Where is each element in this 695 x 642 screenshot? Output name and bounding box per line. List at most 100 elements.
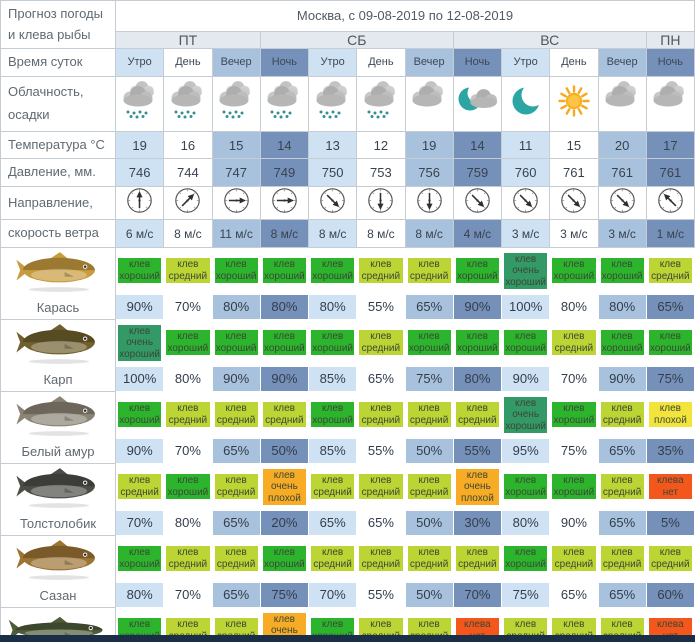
bite-percent-cell: 65%: [549, 581, 599, 608]
bite-quality-cell: клев средний: [597, 534, 647, 583]
bite-percent-cell: 90%: [500, 365, 551, 392]
bite-percent-cell: 30%: [452, 509, 503, 536]
time-of-day-cell: Утро: [307, 47, 358, 77]
bite-percent-cell: 50%: [259, 437, 310, 464]
wind-direction-cell: [307, 186, 358, 221]
fish-percent-row-3: 70% 80% 65% 20% 65% 65% 50% 30% 80% 90% 65% 5%: [1, 509, 695, 536]
time-of-day-cell: Ночь: [259, 47, 310, 77]
bite-percent-cell: 50%: [404, 581, 454, 608]
cloud-icon: [648, 81, 692, 126]
wind-direction-cell: [549, 186, 599, 221]
fish-image-4: [5, 538, 111, 587]
bite-percent-cell: 100%: [500, 293, 551, 320]
wind-speed-cell: 4 м/с: [452, 219, 503, 248]
temperature-cell: 13: [307, 130, 358, 160]
bite-percent-cell: 80%: [452, 365, 503, 392]
wind-arrow-icon: [609, 188, 636, 219]
bite-percent-cell: 65%: [597, 581, 647, 608]
weather-cell: [114, 75, 165, 132]
time-of-day-cell: День: [549, 47, 599, 77]
bite-percent-cell: 95%: [500, 437, 551, 464]
location-date-title: Москва, с 09-08-2019 по 12-08-2019: [115, 0, 695, 32]
fish-name: Толстолобик: [19, 516, 97, 532]
bite-percent-cell: 100%: [114, 365, 165, 392]
bite-quality-cell: клев средний: [211, 462, 261, 511]
fish-percent-row-4: 80% 70% 65% 75% 70% 55% 50% 70% 75% 65% 65% 60%: [1, 581, 695, 608]
wind-arrow-icon: [512, 188, 539, 219]
bite-quality-cell: клев средний: [211, 534, 261, 583]
rain-cloud-icon: [311, 81, 355, 126]
fish-image-3: [5, 466, 111, 515]
pressure-cell: 756: [404, 158, 454, 188]
wind-direction-cell: [356, 186, 406, 221]
time-of-day-row: Время суток Утро День Вечер Ночь Утро День Вече…: [0, 47, 695, 77]
bite-quality-cell: клев средний: [307, 462, 358, 511]
bite-quality-cell: клев хороший: [597, 318, 647, 367]
bite-quality-cell: клев средний: [356, 246, 406, 295]
wind-direction-cell: [163, 186, 213, 221]
weather-cell: [211, 75, 261, 132]
fish-image-1: [5, 322, 111, 371]
bite-percent-cell: 55%: [452, 437, 503, 464]
cloud-icon: [600, 81, 644, 126]
fish-cell: Белый амур: [0, 390, 116, 464]
bite-percent-cell: 75%: [500, 581, 551, 608]
clouds-row: Облачность, осадки: [0, 75, 695, 132]
wind-speed-cell: 8 м/с: [404, 219, 454, 248]
bite-quality-cell: клев хороший: [500, 462, 551, 511]
weather-cell: [452, 75, 503, 132]
pressure-cell: 744: [163, 158, 213, 188]
bite-quality-cell: клев средний: [645, 246, 695, 295]
fish-row-0: Карась клев хороший клев средний клев хорош…: [0, 246, 695, 320]
bite-percent-cell: 90%: [259, 365, 310, 392]
weather-cell: [404, 75, 454, 132]
bite-percent-cell: 85%: [307, 437, 358, 464]
bite-quality-cell: клев средний: [356, 462, 406, 511]
bite-percent-cell: 65%: [211, 437, 261, 464]
fish-cell: Карп: [0, 318, 116, 392]
wind-arrow-icon: [416, 188, 443, 219]
bite-quality-cell: клев средний: [404, 246, 454, 295]
bite-percent-cell: 65%: [211, 581, 261, 608]
bite-percent-cell: 65%: [597, 509, 647, 536]
bite-quality-cell: клев хороший: [549, 246, 599, 295]
bite-quality-cell: клев хороший: [452, 318, 503, 367]
bite-percent-cell: 70%: [307, 581, 358, 608]
bite-quality-cell: клев хороший: [211, 318, 261, 367]
bite-percent-cell: 90%: [114, 293, 165, 320]
bite-quality-cell: клев средний: [163, 534, 213, 583]
bite-quality-cell: клев очень плохой: [452, 462, 503, 511]
bite-quality-cell: клев хороший: [307, 318, 358, 367]
fish-row-2: Белый амур клев хороший клев средний клев с…: [0, 390, 695, 464]
pressure-cell: 761: [549, 158, 599, 188]
time-of-day-cell: День: [163, 47, 213, 77]
wind-speed-cell: 8 м/с: [356, 219, 406, 248]
bite-quality-cell: клев хороший: [500, 534, 551, 583]
bite-quality-cell: клев хороший: [549, 462, 599, 511]
bottom-edge: [0, 635, 695, 642]
bite-percent-cell: 65%: [211, 509, 261, 536]
temperature-cell: 16: [163, 130, 213, 160]
pressure-cell: 759: [452, 158, 503, 188]
day-header-3: ПН: [645, 30, 695, 49]
wind-direction-cell: [211, 186, 261, 221]
wind-direction-cell: [114, 186, 165, 221]
bite-quality-cell: клев хороший: [645, 318, 695, 367]
bite-quality-cell: клев средний: [114, 462, 165, 511]
time-of-day-cell: Утро: [114, 47, 165, 77]
bite-quality-cell: клев средний: [549, 318, 599, 367]
time-of-day-label: Время суток: [0, 47, 116, 77]
temperature-cell: 14: [452, 130, 503, 160]
fish-name: Сазан: [39, 588, 77, 604]
temperature-cell: 20: [597, 130, 647, 160]
weather-cell: [500, 75, 551, 132]
bite-percent-cell: 90%: [114, 437, 165, 464]
bite-quality-cell: клев хороший: [307, 390, 358, 439]
clouds-label: Облачность, осадки: [0, 75, 116, 132]
wind-speed-cell: 8 м/с: [259, 219, 310, 248]
fish-image-2: [5, 394, 111, 443]
rain-cloud-icon: [118, 81, 162, 126]
wind-speed-cell: 8 м/с: [307, 219, 358, 248]
